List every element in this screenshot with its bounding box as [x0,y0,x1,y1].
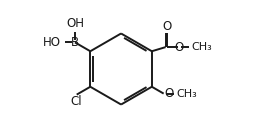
Text: O: O [164,87,174,100]
Text: OH: OH [66,17,84,30]
Text: HO: HO [43,36,61,49]
Text: B: B [71,36,79,49]
Text: O: O [175,41,184,54]
Text: CH₃: CH₃ [191,42,212,52]
Text: CH₃: CH₃ [176,89,197,99]
Text: O: O [162,20,171,33]
Text: Cl: Cl [70,95,82,108]
